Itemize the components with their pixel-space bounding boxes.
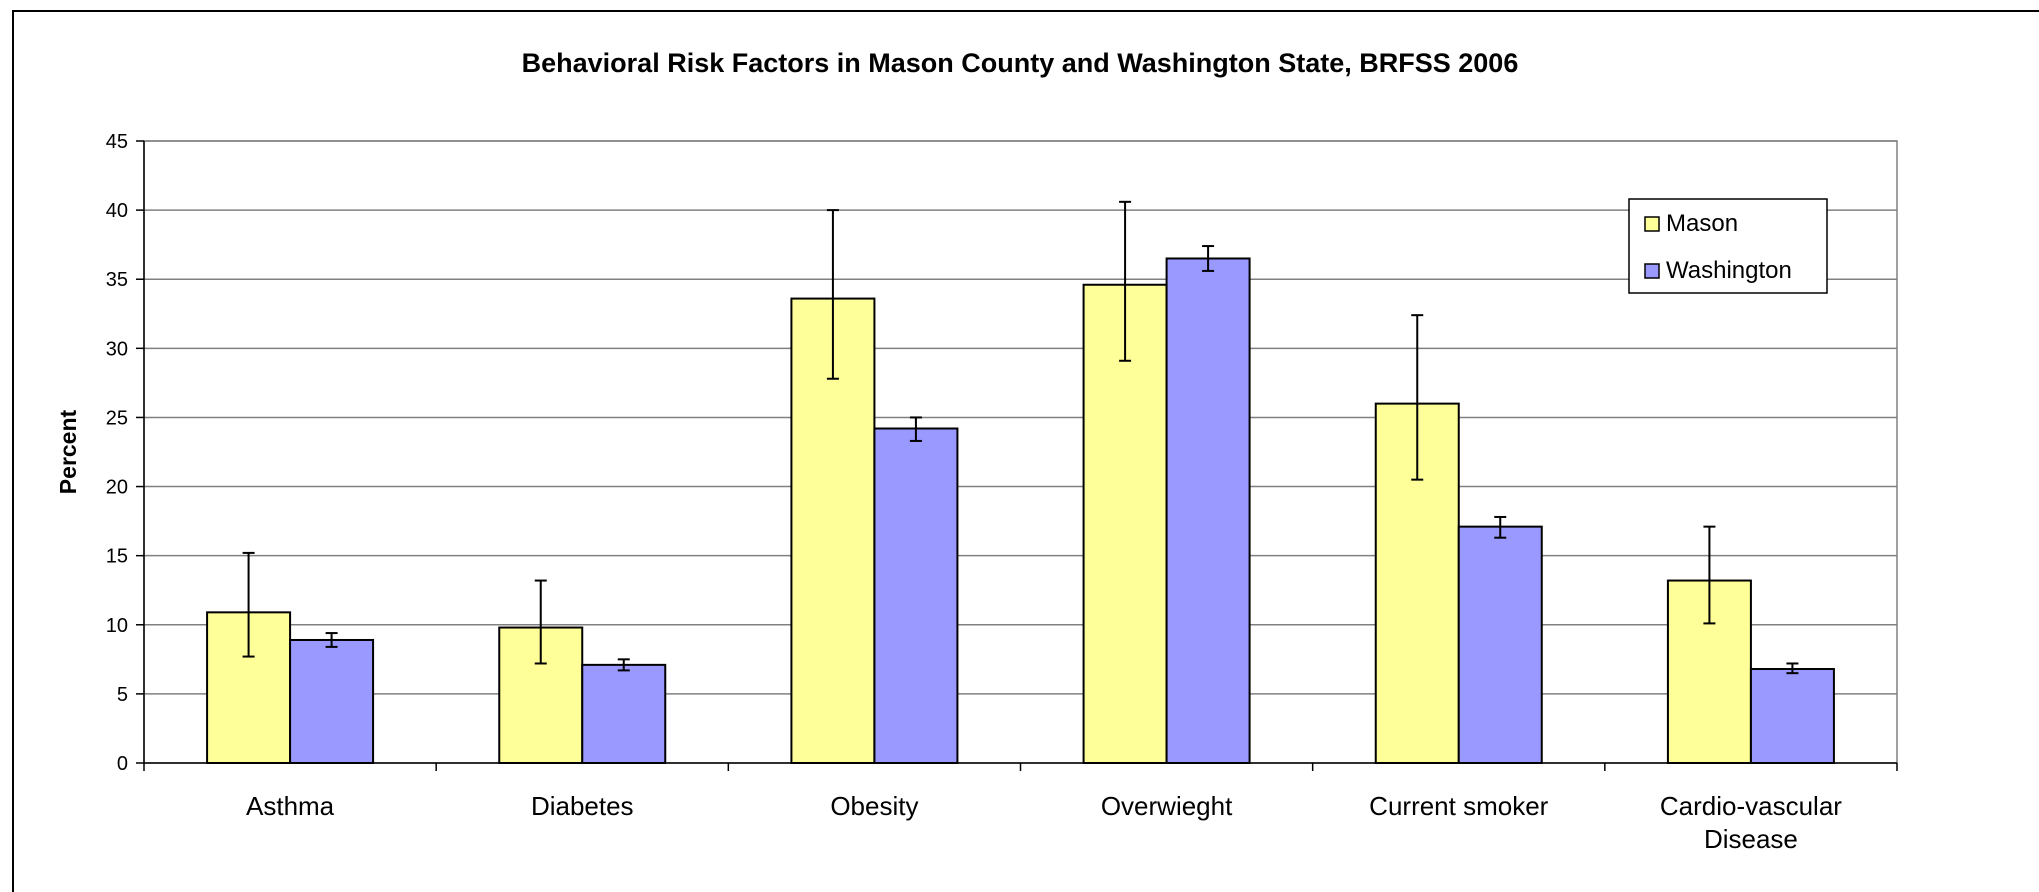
bar-washington xyxy=(1749,668,1835,765)
y-tick-label: 35 xyxy=(106,269,128,291)
chart-title: Behavioral Risk Factors in Mason County … xyxy=(522,48,1519,78)
x-category-label: Obesity xyxy=(830,791,918,821)
plot-border xyxy=(143,140,1898,764)
y-tick-label: 0 xyxy=(117,753,128,775)
y-tick-label: 5 xyxy=(117,684,128,706)
x-category-label: Overwieght xyxy=(1101,791,1233,821)
bar-washington xyxy=(873,427,959,764)
x-category-label: Current smoker xyxy=(1369,791,1548,821)
x-category-label: Asthma xyxy=(246,791,335,821)
x-category-label: Cardio-vascular xyxy=(1660,791,1842,821)
bar-washington xyxy=(1457,525,1543,765)
legend-swatch-mason xyxy=(1644,216,1660,232)
x-category-label: Diabetes xyxy=(531,791,634,821)
x-category-label: Disease xyxy=(1704,824,1798,854)
bar-washington xyxy=(581,663,667,765)
legend-swatch-washington xyxy=(1644,263,1660,279)
y-tick-label: 40 xyxy=(106,200,128,222)
legend-box xyxy=(1628,198,1828,294)
legend-label-washington: Washington xyxy=(1666,257,1792,284)
y-axis-title: Percent xyxy=(55,409,81,494)
y-tick-label: 30 xyxy=(106,338,128,360)
y-tick-label: 15 xyxy=(106,546,128,568)
bar-washington xyxy=(1165,257,1251,764)
y-tick-label: 45 xyxy=(106,131,128,153)
y-tick-label: 20 xyxy=(106,477,128,499)
y-tick-label: 10 xyxy=(106,615,128,637)
plot-area: 0 5 10 15 20 25 30 35 40 45 Asthma Diabetes Obesity O… xyxy=(106,131,1898,854)
legend-label-mason: Mason xyxy=(1666,210,1738,237)
bar-washington xyxy=(289,638,375,765)
bar-mason xyxy=(1082,283,1168,764)
legend: Mason Washington xyxy=(1628,198,1828,294)
y-tick-label: 25 xyxy=(106,407,128,429)
